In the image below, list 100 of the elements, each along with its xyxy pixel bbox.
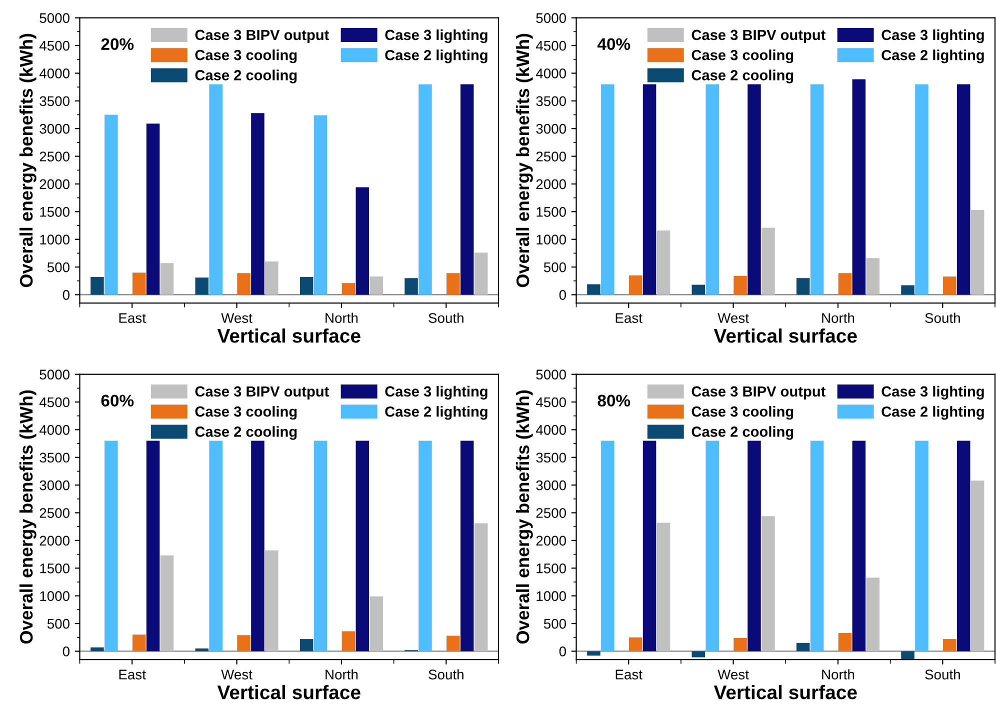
bar (915, 440, 928, 652)
y-tick-label: 0 (62, 646, 70, 656)
legend-label: Case 2 lighting (385, 406, 488, 420)
bar (796, 642, 810, 652)
bar (943, 639, 956, 652)
y-tick-label: 1000 (536, 234, 566, 245)
y-tick-label: 3000 (536, 480, 566, 490)
y-tick-label: 500 (47, 262, 70, 272)
legend-label: Case 3 lighting (385, 386, 488, 400)
y-tick-label: 0 (62, 290, 70, 300)
bar (446, 273, 460, 295)
bar (265, 261, 278, 295)
x-tick-label: West (718, 670, 749, 680)
legend-label: Case 3 cooling (195, 50, 297, 64)
bar (587, 651, 600, 656)
bar (300, 639, 314, 652)
bar (418, 440, 432, 652)
bar (866, 258, 880, 295)
y-tick-label: 4500 (536, 397, 566, 408)
bar (642, 84, 656, 295)
bar (104, 114, 118, 295)
y-tick-label: 2000 (536, 536, 566, 546)
y-axis-title: Overall energy benefits (kWh) (516, 390, 533, 644)
bar (314, 115, 328, 295)
y-tick-label: 3500 (40, 96, 70, 106)
bar (810, 84, 824, 295)
bar (628, 637, 642, 652)
bar (146, 124, 160, 295)
bar (692, 284, 706, 295)
bar (838, 632, 852, 652)
bar (370, 596, 383, 652)
bar (418, 84, 432, 295)
legend-label: Case 3 BIPV output (195, 30, 329, 44)
bar (601, 440, 614, 652)
bar (104, 440, 118, 652)
bar (474, 252, 488, 295)
bar (460, 84, 474, 295)
x-axis-title: Vertical surface (714, 684, 857, 700)
x-axis-title: Vertical surface (217, 684, 360, 700)
bar (237, 273, 250, 295)
y-axis-title: Overall energy benefits (kWh) (19, 390, 36, 644)
legend-label: Case 2 cooling (692, 426, 794, 440)
x-axis-title: Vertical surface (217, 328, 360, 343)
bar (706, 440, 719, 652)
y-tick-label: 5000 (536, 13, 566, 23)
y-tick-label: 500 (47, 618, 70, 629)
bar (943, 276, 956, 295)
bar (300, 276, 314, 295)
y-tick-label: 1500 (536, 563, 566, 574)
x-axis-title: Vertical surface (714, 328, 857, 343)
bar (132, 272, 146, 295)
bar (474, 523, 488, 652)
y-tick-label: 4500 (536, 40, 566, 51)
bar (852, 79, 866, 295)
x-tick-label: West (718, 313, 749, 323)
y-tick-label: 4000 (536, 425, 566, 435)
bar (237, 635, 250, 652)
y-tick-label: 1000 (536, 591, 566, 602)
bar (342, 283, 356, 295)
y-tick-label: 1000 (40, 591, 70, 602)
y-tick-label: 2000 (536, 179, 566, 190)
y-tick-label: 1000 (40, 234, 70, 245)
bar (446, 636, 460, 652)
bar (90, 647, 104, 652)
y-tick-label: 3000 (536, 124, 566, 134)
y-axis-title: Overall energy benefits (kWh) (19, 34, 36, 288)
y-tick-label: 2500 (40, 152, 70, 162)
annotation: 20% (101, 38, 134, 50)
x-tick-label: South (428, 312, 464, 323)
annotation: 40% (597, 38, 630, 50)
bar (265, 550, 278, 652)
x-tick-label: East (616, 670, 642, 680)
x-tick-label: North (822, 669, 854, 680)
bar (342, 631, 356, 652)
x-tick-label: East (119, 313, 146, 323)
y-tick-label: 3500 (536, 452, 566, 463)
bar (251, 440, 264, 652)
bar (901, 285, 914, 295)
legend-label: Case 3 lighting (882, 386, 984, 400)
bar (956, 440, 970, 652)
annotation: 60% (101, 394, 134, 407)
y-tick-label: 2000 (40, 536, 70, 546)
x-tick-label: North (822, 312, 854, 323)
y-tick-label: 1500 (40, 563, 70, 574)
legend-label: Case 2 cooling (195, 70, 297, 84)
bar (852, 440, 866, 652)
legend-label: Case 3 lighting (385, 29, 488, 44)
y-tick-label: 1500 (536, 206, 566, 217)
bar (251, 113, 264, 295)
x-tick-label: North (326, 312, 358, 323)
y-tick-label: 0 (559, 646, 566, 656)
y-tick-label: 4000 (39, 425, 70, 435)
bar (810, 440, 824, 652)
y-tick-label: 4500 (39, 397, 70, 408)
bar (404, 278, 418, 295)
x-tick-label: South (428, 669, 464, 680)
bar (706, 84, 719, 295)
y-tick-label: 0 (559, 290, 566, 300)
bar (132, 634, 146, 652)
bar (656, 230, 670, 295)
